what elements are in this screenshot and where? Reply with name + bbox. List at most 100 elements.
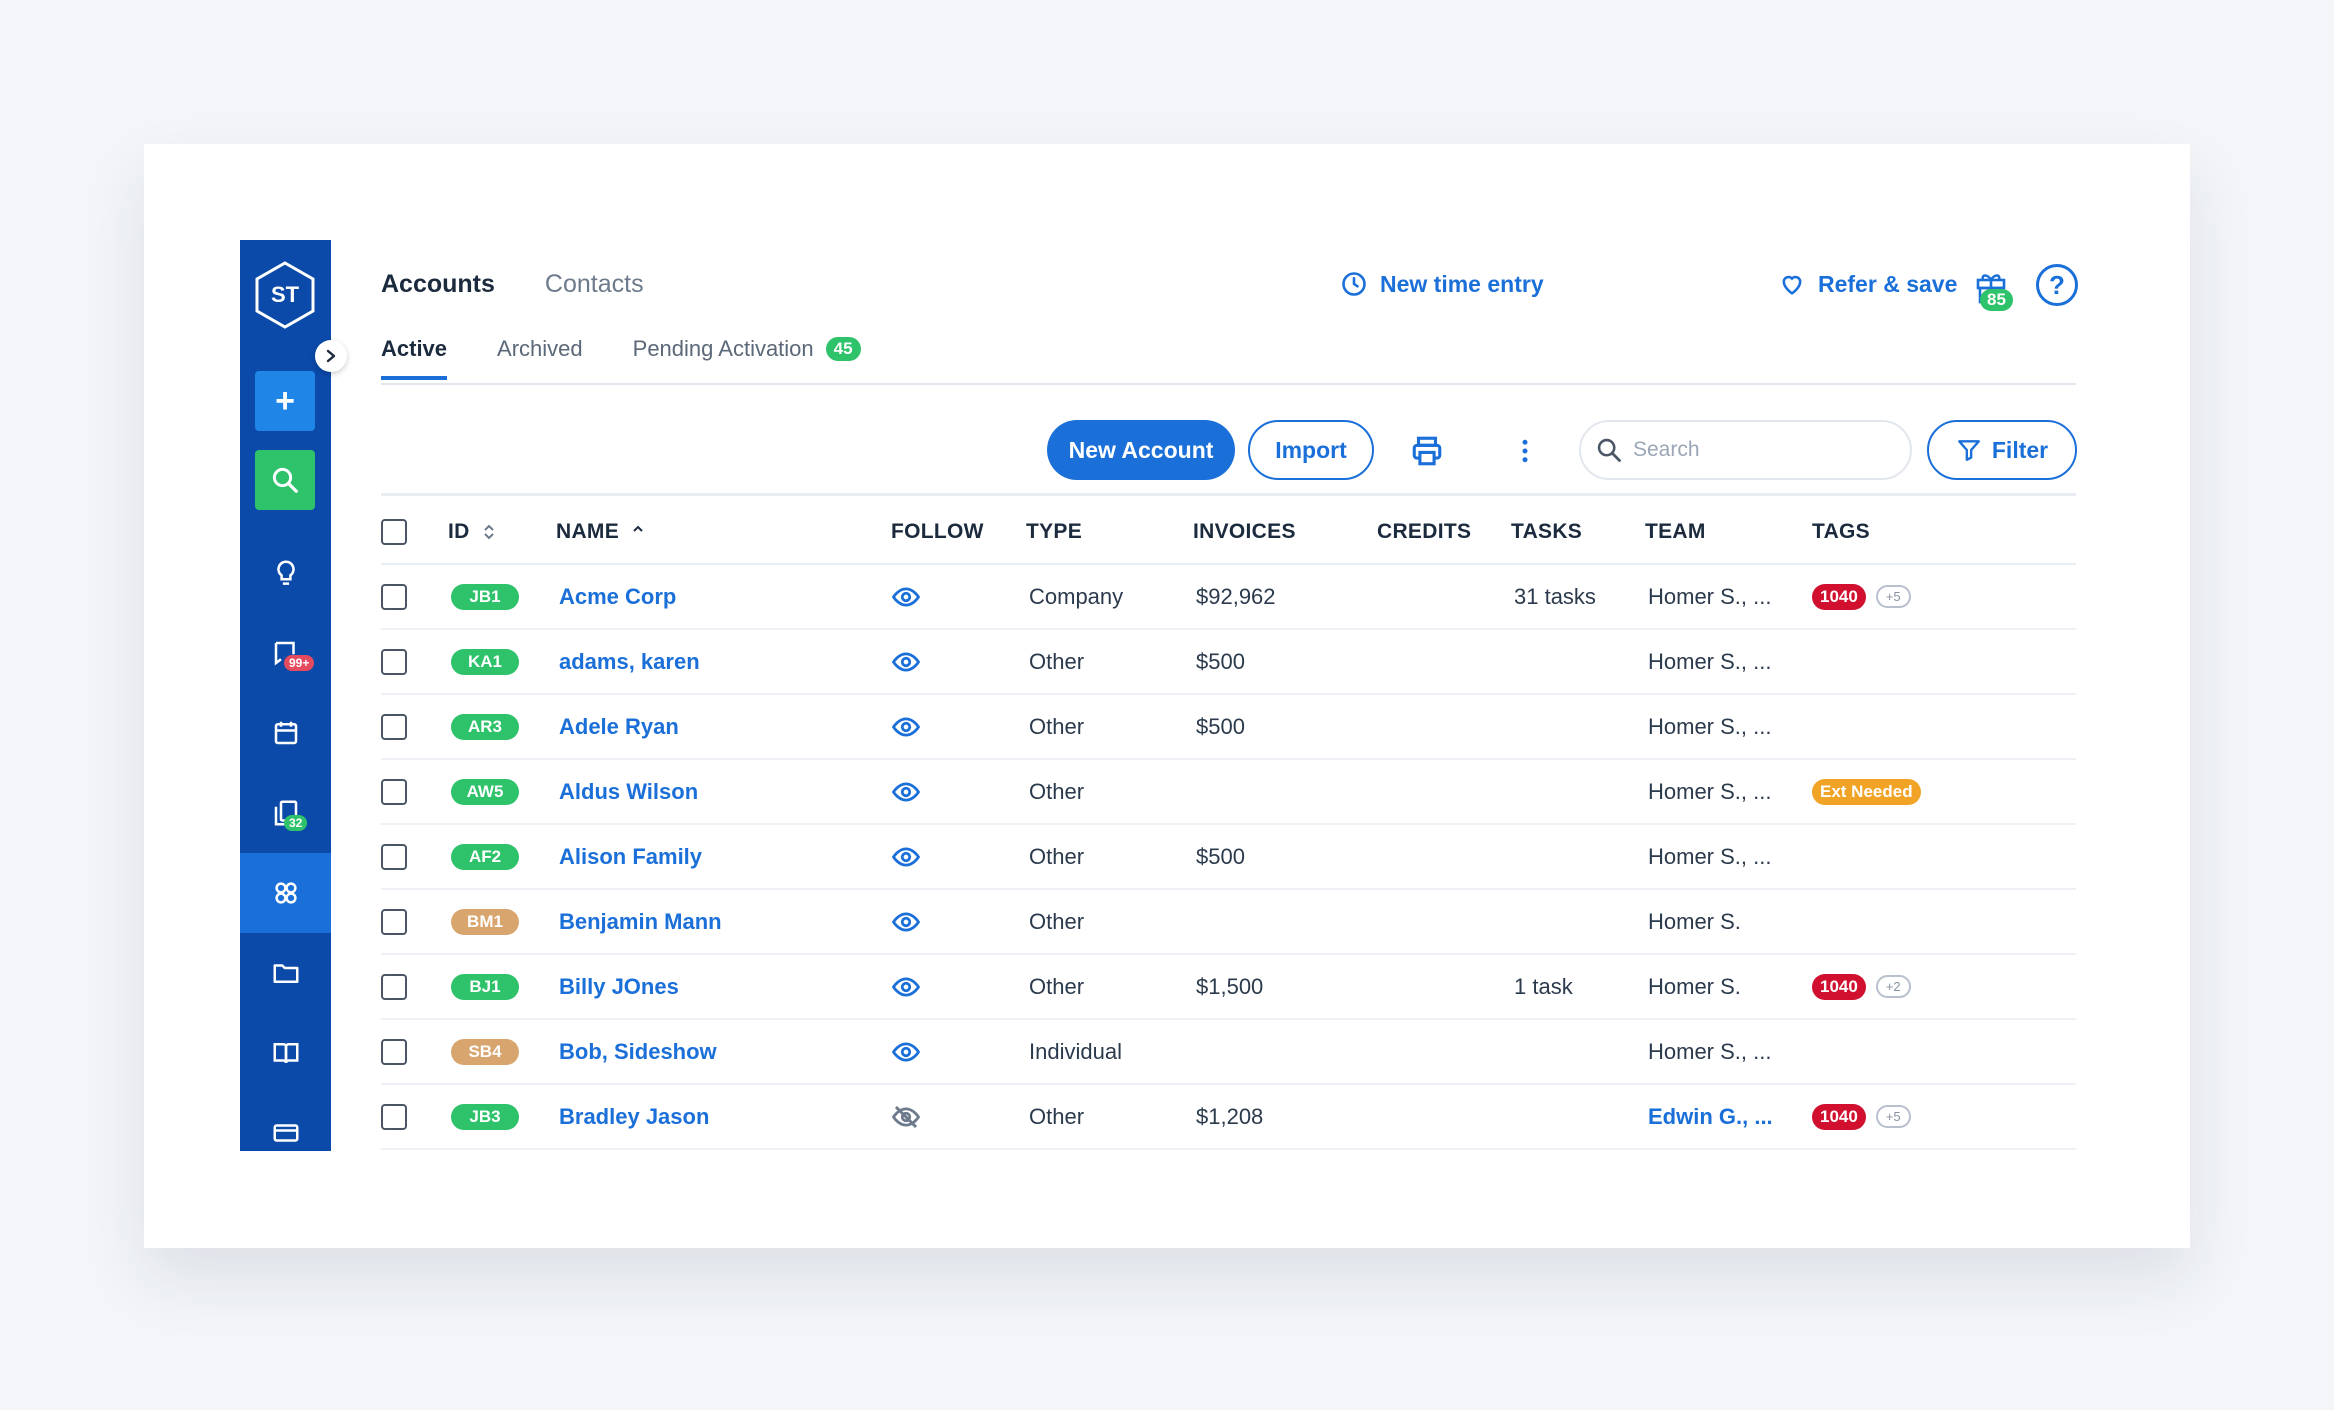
- account-name-link[interactable]: Benjamin Mann: [559, 908, 722, 934]
- tag-badge[interactable]: 1040: [1812, 973, 1866, 1000]
- sidebar-item-calendar[interactable]: [240, 693, 331, 773]
- account-type: Other: [1029, 908, 1085, 934]
- row-checkbox[interactable]: [381, 843, 407, 870]
- row-checkbox[interactable]: [381, 713, 407, 740]
- account-name-link[interactable]: Bob, Sideshow: [559, 1038, 717, 1064]
- account-name-link[interactable]: Alison Family: [559, 843, 703, 869]
- column-type: TYPE: [1026, 519, 1083, 543]
- account-name-link[interactable]: adams, karen: [559, 648, 700, 674]
- tag-badge[interactable]: 1040: [1812, 1103, 1866, 1130]
- accounts-table: ID NAME FOLLOW TYPE INVOICES CREDITS TAS…: [381, 500, 2076, 1150]
- row-checkbox[interactable]: [381, 973, 407, 1000]
- search-icon: [1597, 438, 1621, 462]
- follow-toggle[interactable]: [891, 582, 1026, 612]
- column-id[interactable]: ID: [448, 520, 556, 544]
- team-value[interactable]: Edwin G., ...: [1648, 1103, 1773, 1129]
- firm-logo[interactable]: ST: [253, 260, 317, 330]
- lightbulb-icon: [276, 560, 295, 585]
- follow-toggle[interactable]: [891, 1102, 1026, 1132]
- sidebar-collapse-button[interactable]: [315, 340, 347, 372]
- tag-badge[interactable]: 1040: [1812, 583, 1866, 610]
- table-row[interactable]: AW5 Aldus Wilson Other Homer S., ... Ext Nee…: [381, 760, 2076, 825]
- sidebar-item-templates[interactable]: [240, 1013, 331, 1093]
- table-row[interactable]: AR3 Adele Ryan Other $500 Homer S., ...: [381, 695, 2076, 760]
- follow-toggle[interactable]: [891, 972, 1026, 1002]
- account-type: Other: [1029, 1103, 1085, 1129]
- more-tags-badge[interactable]: +5: [1875, 1105, 1911, 1128]
- account-id-badge: JB3: [451, 1103, 519, 1130]
- tasks-value: 1 task: [1514, 973, 1573, 999]
- follow-toggle[interactable]: [891, 647, 1026, 677]
- more-tags-badge[interactable]: +2: [1875, 975, 1911, 998]
- help-button[interactable]: ?: [2036, 264, 2078, 306]
- refer-label: Refer & save: [1818, 270, 1958, 297]
- follow-toggle[interactable]: [891, 712, 1026, 742]
- import-button[interactable]: Import: [1248, 420, 1374, 480]
- row-checkbox[interactable]: [381, 1103, 407, 1130]
- table-row[interactable]: KA1 adams, karen Other $500 Homer S., ...: [381, 630, 2076, 695]
- search-input[interactable]: [1633, 438, 1873, 462]
- folder-icon: [273, 964, 298, 983]
- tab-pending-activation[interactable]: Pending Activation 45: [633, 336, 861, 380]
- row-checkbox[interactable]: [381, 908, 407, 935]
- table-row[interactable]: BJ1 Billy JOnes Other $1,500 1 task Homer S. 1…: [381, 955, 2076, 1020]
- sidebar-item-documents[interactable]: [240, 933, 331, 1013]
- pending-count-badge: 45: [825, 337, 861, 361]
- tab-accounts[interactable]: Accounts: [381, 270, 495, 298]
- tab-active[interactable]: Active: [381, 336, 448, 380]
- select-all-checkbox[interactable]: [381, 518, 407, 545]
- quick-add-button[interactable]: +: [255, 371, 315, 431]
- sidebar-item-billing[interactable]: [240, 1093, 331, 1151]
- search-field[interactable]: [1579, 420, 1912, 480]
- follow-toggle[interactable]: [891, 777, 1026, 807]
- sidebar-item-inbox[interactable]: 99+: [240, 613, 331, 693]
- table-row[interactable]: JB1 Acme Corp Company $92,962 31 tasks Homer …: [381, 565, 2076, 630]
- account-name-link[interactable]: Adele Ryan: [559, 713, 679, 739]
- logo-text: ST: [270, 282, 300, 307]
- team-value: Homer S.: [1648, 973, 1741, 999]
- column-name[interactable]: NAME: [556, 520, 891, 544]
- book-icon: [273, 1043, 298, 1064]
- follow-toggle[interactable]: [891, 842, 1026, 872]
- print-icon[interactable]: [1410, 434, 1444, 468]
- follow-toggle[interactable]: [891, 907, 1026, 937]
- inbox-icon: [274, 641, 295, 666]
- more-options-icon[interactable]: [1510, 434, 1540, 468]
- tab-contacts[interactable]: Contacts: [544, 270, 644, 298]
- sidebar-item-tasks[interactable]: 32: [240, 773, 331, 853]
- eye-icon: [891, 781, 921, 802]
- tab-active-label: Active: [381, 336, 448, 361]
- row-checkbox[interactable]: [381, 583, 407, 610]
- eye-icon: [891, 586, 921, 607]
- column-tasks: TASKS: [1511, 519, 1583, 543]
- new-time-entry-button[interactable]: New time entry: [1340, 270, 1544, 298]
- table-row[interactable]: JB3 Bradley Jason Other $1,208 Edwin G., ...…: [381, 1085, 2076, 1150]
- refer-and-save-link[interactable]: Refer & save: [1778, 270, 1957, 298]
- filter-button[interactable]: Filter: [1927, 420, 2077, 480]
- table-body: JB1 Acme Corp Company $92,962 31 tasks Homer …: [381, 565, 2076, 1150]
- table-row[interactable]: SB4 Bob, Sideshow Individual Homer S., ...: [381, 1020, 2076, 1085]
- sidebar-item-insights[interactable]: [240, 533, 331, 613]
- table-row[interactable]: AF2 Alison Family Other $500 Homer S., ...: [381, 825, 2076, 890]
- account-name-link[interactable]: Bradley Jason: [559, 1103, 710, 1129]
- toolbar-divider: [381, 493, 2076, 496]
- account-name-link[interactable]: Aldus Wilson: [559, 778, 699, 804]
- row-checkbox[interactable]: [381, 648, 407, 675]
- account-name-link[interactable]: Billy JOnes: [559, 973, 679, 999]
- follow-toggle[interactable]: [891, 1037, 1026, 1067]
- status-tabs: Active Archived Pending Activation 45: [381, 336, 861, 380]
- account-type: Other: [1029, 843, 1085, 869]
- section-tabs: Accounts Contacts: [381, 270, 644, 299]
- row-checkbox[interactable]: [381, 1038, 407, 1065]
- heart-icon: [1782, 275, 1802, 295]
- tab-archived[interactable]: Archived: [497, 336, 583, 380]
- global-search-button[interactable]: [255, 450, 315, 510]
- sidebar-item-accounts[interactable]: [240, 853, 331, 933]
- new-account-button[interactable]: New Account: [1047, 420, 1235, 480]
- account-id-badge: BM1: [451, 908, 519, 935]
- account-name-link[interactable]: Acme Corp: [559, 583, 677, 609]
- table-row[interactable]: BM1 Benjamin Mann Other Homer S.: [381, 890, 2076, 955]
- tag-badge[interactable]: Ext Needed: [1812, 778, 1921, 805]
- row-checkbox[interactable]: [381, 778, 407, 805]
- more-tags-badge[interactable]: +5: [1875, 585, 1911, 608]
